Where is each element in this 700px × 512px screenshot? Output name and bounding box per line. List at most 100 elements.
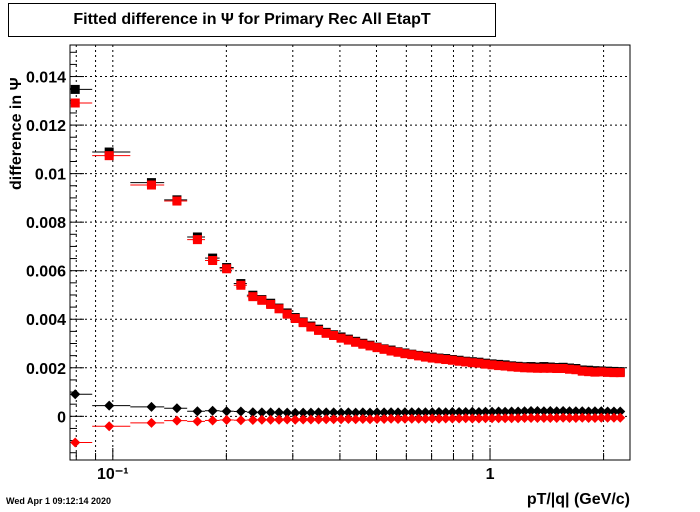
data-point <box>558 412 569 423</box>
data-point <box>386 413 397 424</box>
data-point <box>256 407 267 418</box>
data-point <box>500 361 510 371</box>
data-point <box>247 414 258 425</box>
data-point <box>171 403 182 414</box>
data-point <box>70 98 80 108</box>
data-point <box>372 343 382 353</box>
data-point <box>545 363 555 373</box>
data-point <box>526 413 537 424</box>
data-point <box>420 407 431 418</box>
data-point <box>192 235 202 245</box>
data-point <box>343 335 353 345</box>
data-point <box>298 414 309 425</box>
data-point <box>454 356 464 366</box>
series-2 <box>70 389 626 418</box>
data-point <box>171 415 182 426</box>
data-point <box>513 406 524 417</box>
data-point <box>235 415 246 426</box>
data-point <box>305 414 316 425</box>
data-point <box>493 413 504 424</box>
data-point <box>602 412 613 423</box>
data-point <box>596 412 607 423</box>
data-point <box>526 405 537 416</box>
data-point <box>257 295 267 305</box>
data-point <box>609 368 619 378</box>
data-point <box>558 405 569 416</box>
data-point <box>313 414 324 425</box>
data-point <box>274 414 285 425</box>
data-point <box>274 304 284 314</box>
data-point <box>474 358 484 368</box>
data-point <box>399 407 410 418</box>
data-point <box>357 413 368 424</box>
data-point <box>336 407 347 418</box>
data-point <box>467 406 478 417</box>
data-point <box>441 355 451 365</box>
data-point <box>590 367 600 377</box>
chart-title: Fitted difference in Ψ for Primary Rec A… <box>73 11 431 28</box>
data-point <box>208 256 218 266</box>
data-point <box>290 314 300 324</box>
data-point <box>480 413 491 424</box>
data-point <box>467 358 477 368</box>
data-point <box>427 407 438 418</box>
data-point <box>596 406 607 417</box>
y-tick-label: 0.012 <box>26 118 66 135</box>
data-point <box>247 407 258 418</box>
data-point <box>577 412 588 423</box>
x-tick-label: 1 <box>486 466 495 483</box>
data-point <box>427 413 438 424</box>
data-point <box>221 414 232 425</box>
data-point <box>532 363 542 373</box>
data-point <box>500 406 511 417</box>
data-point <box>615 412 626 423</box>
data-point <box>454 406 465 417</box>
data-point <box>290 414 301 425</box>
data-point <box>207 405 218 416</box>
data-point <box>577 406 588 417</box>
data-point <box>365 341 375 351</box>
data-point <box>393 347 403 357</box>
data-point <box>314 325 324 335</box>
data-point <box>539 363 549 373</box>
plot-frame <box>69 44 631 461</box>
y-tick-label: 0.008 <box>26 215 66 232</box>
data-point <box>379 407 390 418</box>
data-point <box>336 414 347 425</box>
series-3 <box>70 412 626 448</box>
data-point <box>407 350 417 360</box>
data-point <box>615 406 626 417</box>
title-box: Fitted difference in Ψ for Primary Rec A… <box>8 3 496 37</box>
y-tick-label: 0.014 <box>26 70 66 87</box>
data-point <box>70 437 81 448</box>
data-point <box>406 413 417 424</box>
x-tick-label: 10⁻¹ <box>97 466 129 483</box>
data-point <box>551 406 562 417</box>
data-point <box>507 362 517 372</box>
data-point <box>358 339 368 349</box>
data-point <box>298 318 308 328</box>
data-point <box>329 331 339 340</box>
data-point <box>513 362 523 372</box>
data-point <box>104 400 115 411</box>
data-point <box>406 407 417 418</box>
data-point <box>248 292 258 302</box>
y-tick-label: 0.01 <box>35 167 66 184</box>
data-point <box>596 367 606 377</box>
data-point <box>351 337 361 347</box>
plot-background <box>70 45 630 460</box>
data-point <box>235 406 246 417</box>
data-point <box>328 414 339 425</box>
data-point <box>266 299 276 309</box>
data-point <box>414 351 424 361</box>
y-tick-label: 0 <box>57 409 66 426</box>
data-point <box>274 407 285 418</box>
data-point <box>328 407 339 418</box>
data-point <box>494 361 504 371</box>
data-point <box>602 406 613 417</box>
data-point <box>104 151 114 161</box>
data-point <box>364 414 375 425</box>
data-point <box>413 413 424 424</box>
data-point <box>519 406 530 417</box>
y-tick-label: 0.004 <box>26 312 66 329</box>
